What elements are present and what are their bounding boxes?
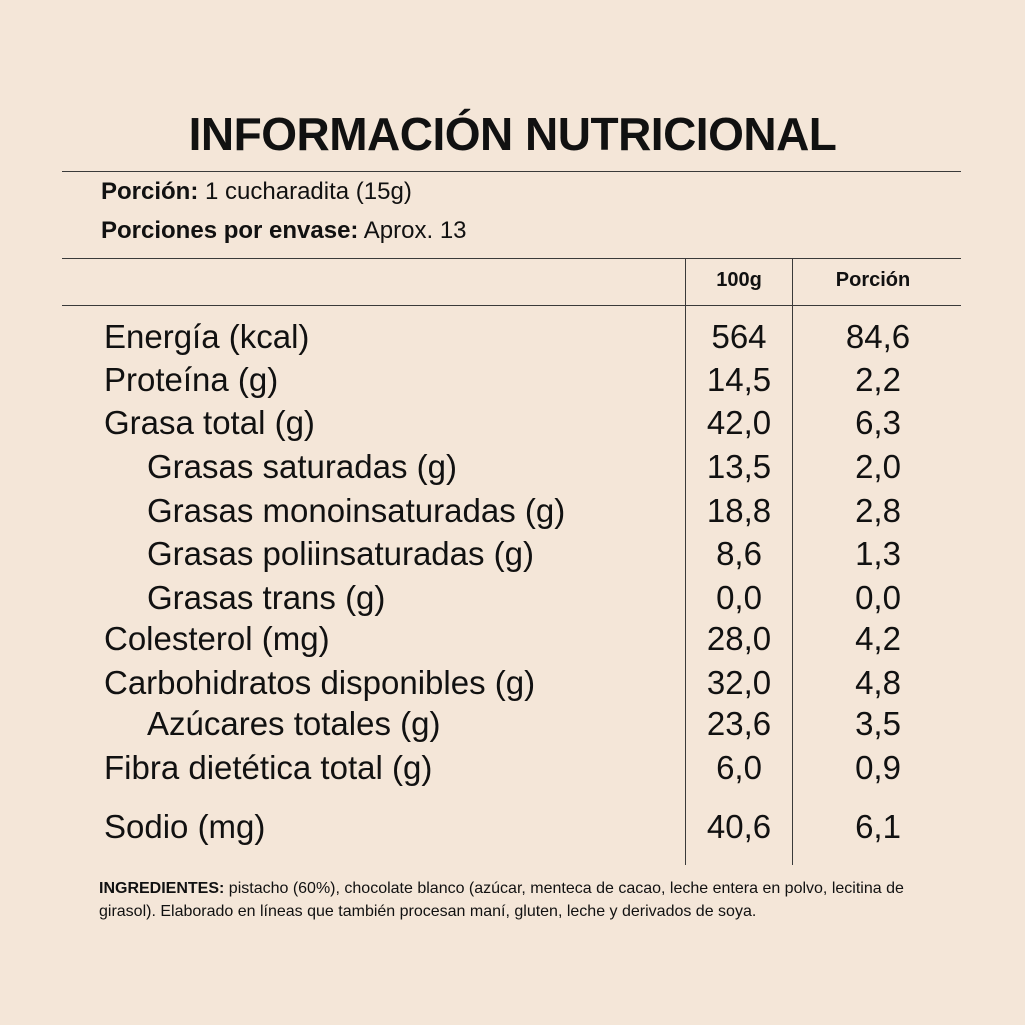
value-portion: 4,2 [855,620,901,657]
table-row: Energía (kcal) 564 84,6 [0,315,1025,359]
value-100g: 14,5 [706,361,772,398]
table-row: Colesterol (mg) 28,0 4,2 [0,617,1025,661]
table-row: Proteína (g) 14,5 2,2 [0,358,1025,402]
column-header-100g: 100g [716,269,762,291]
value-100g: 40,6 [706,808,772,845]
divider-header-bottom [62,305,961,306]
portion-value: 1 cucharadita (15g) [205,178,412,205]
table-row: Grasas trans (g) 0,0 0,0 [0,576,1025,620]
column-header-portion: Porción [835,269,911,291]
ingredients-label: INGREDIENTES: [99,880,225,897]
value-portion: 3,5 [855,705,901,742]
value-portion: 84,6 [845,318,911,355]
value-portion: 6,3 [855,404,901,441]
table-row: Grasa total (g) 42,0 6,3 [0,401,1025,445]
divider-top [62,171,961,172]
nutrient-label: Grasas trans (g) [147,579,386,616]
value-portion: 2,8 [855,492,901,529]
nutrient-label: Grasa total (g) [104,404,315,441]
table-row: Fibra dietética total (g) 6,0 0,9 [0,746,1025,790]
value-100g: 42,0 [706,404,772,441]
ingredients-list: pistacho (60%), chocolate blanco (azúcar… [99,880,904,920]
nutrient-label: Colesterol (mg) [104,620,330,657]
value-100g: 6,0 [716,749,762,786]
nutrient-label: Carbohidratos disponibles (g) [104,664,536,701]
nutrient-label: Grasas poliinsaturadas (g) [147,535,535,572]
value-portion: 2,0 [855,448,901,485]
servings-label: Porciones por envase: [101,217,359,244]
table-row: Grasas poliinsaturadas (g) 8,6 1,3 [0,532,1025,576]
nutrient-label: Sodio (mg) [104,808,266,845]
value-100g: 32,0 [706,664,772,701]
table-row: Azúcares totales (g) 23,6 3,5 [0,702,1025,746]
table-row: Grasas monoinsaturadas (g) 18,8 2,8 [0,489,1025,533]
column-divider-left [685,258,686,865]
portion-line: Porción: 1 cucharadita (15g) [101,176,412,208]
value-portion: 2,2 [855,361,901,398]
value-portion: 6,1 [855,808,901,845]
nutrient-label: Proteína (g) [104,361,279,398]
value-portion: 4,8 [855,664,901,701]
page-title: INFORMACIÓN NUTRICIONAL [188,108,837,160]
nutrient-label: Grasas saturadas (g) [147,448,457,485]
nutrient-label: Azúcares totales (g) [147,705,441,742]
value-100g: 18,8 [706,492,772,529]
table-row: Sodio (mg) 40,6 6,1 [0,805,1025,849]
table-row: Carbohidratos disponibles (g) 32,0 4,8 [0,661,1025,705]
value-portion: 1,3 [855,535,901,572]
value-100g: 564 [711,318,767,355]
servings-line: Porciones por envase: Aprox. 13 [101,215,467,247]
portion-label: Porción: [101,178,199,205]
divider-header-top [62,258,961,259]
column-divider-right [792,258,793,865]
value-100g: 28,0 [706,620,772,657]
nutrient-label: Fibra dietética total (g) [104,749,433,786]
table-row: Grasas saturadas (g) 13,5 2,0 [0,445,1025,489]
nutrient-label: Grasas monoinsaturadas (g) [147,492,566,529]
nutrient-label: Energía (kcal) [104,318,310,355]
value-100g: 23,6 [706,705,772,742]
value-portion: 0,9 [855,749,901,786]
value-100g: 8,6 [716,535,762,572]
value-100g: 0,0 [716,579,762,616]
value-portion: 0,0 [855,579,901,616]
ingredients-text: INGREDIENTES: pistacho (60%), chocolate … [99,877,939,923]
servings-value: Aprox. 13 [363,217,467,244]
value-100g: 13,5 [706,448,772,485]
